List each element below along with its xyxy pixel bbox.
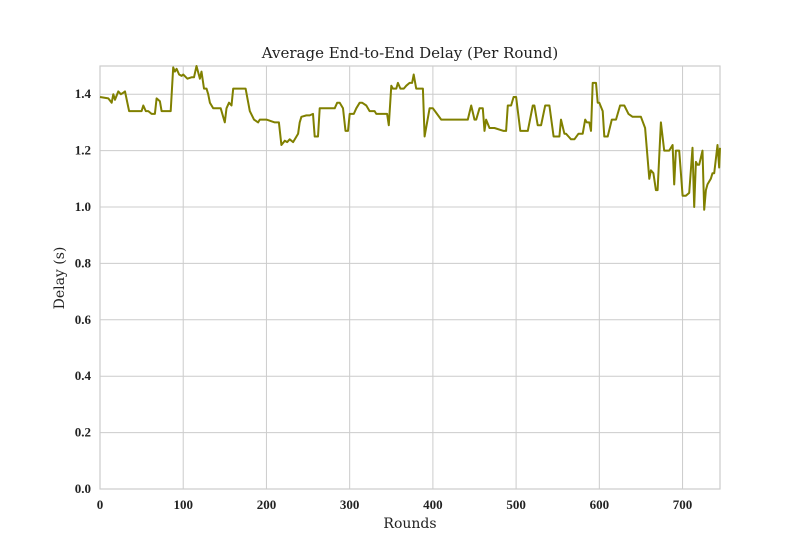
- x-tick-label: 700: [673, 497, 693, 512]
- y-tick-label: 0.6: [75, 312, 92, 327]
- grid: [99, 66, 720, 490]
- x-tick-label: 300: [340, 497, 360, 512]
- x-tick-label: 200: [257, 497, 277, 512]
- x-tick-label: 600: [590, 497, 610, 512]
- x-tick-label: 0: [97, 497, 104, 512]
- x-tick-label: 100: [173, 497, 193, 512]
- x-axis-label: Rounds: [383, 516, 436, 532]
- chart-title: Average End-to-End Delay (Per Round): [261, 44, 558, 62]
- y-tick-label: 0.0: [75, 481, 91, 496]
- plot-frame: [99, 65, 721, 490]
- x-tick-labels: 0 100 200 300 400 500 600 700: [97, 497, 693, 512]
- y-tick-labels: 0.0 0.2 0.4 0.6 0.8 1.0 1.2 1.4: [75, 86, 92, 496]
- y-tick-label: 1.0: [75, 199, 91, 214]
- x-tick-label: 400: [423, 497, 443, 512]
- y-axis-label: Delay (s): [52, 247, 68, 310]
- y-tick-label: 1.2: [75, 143, 91, 158]
- y-tick-label: 1.4: [75, 86, 92, 101]
- y-tick-label: 0.4: [75, 368, 92, 383]
- y-tick-label: 0.2: [75, 425, 91, 440]
- y-tick-label: 0.8: [75, 255, 92, 270]
- series-line: [99, 65, 721, 211]
- x-tick-label: 500: [506, 497, 526, 512]
